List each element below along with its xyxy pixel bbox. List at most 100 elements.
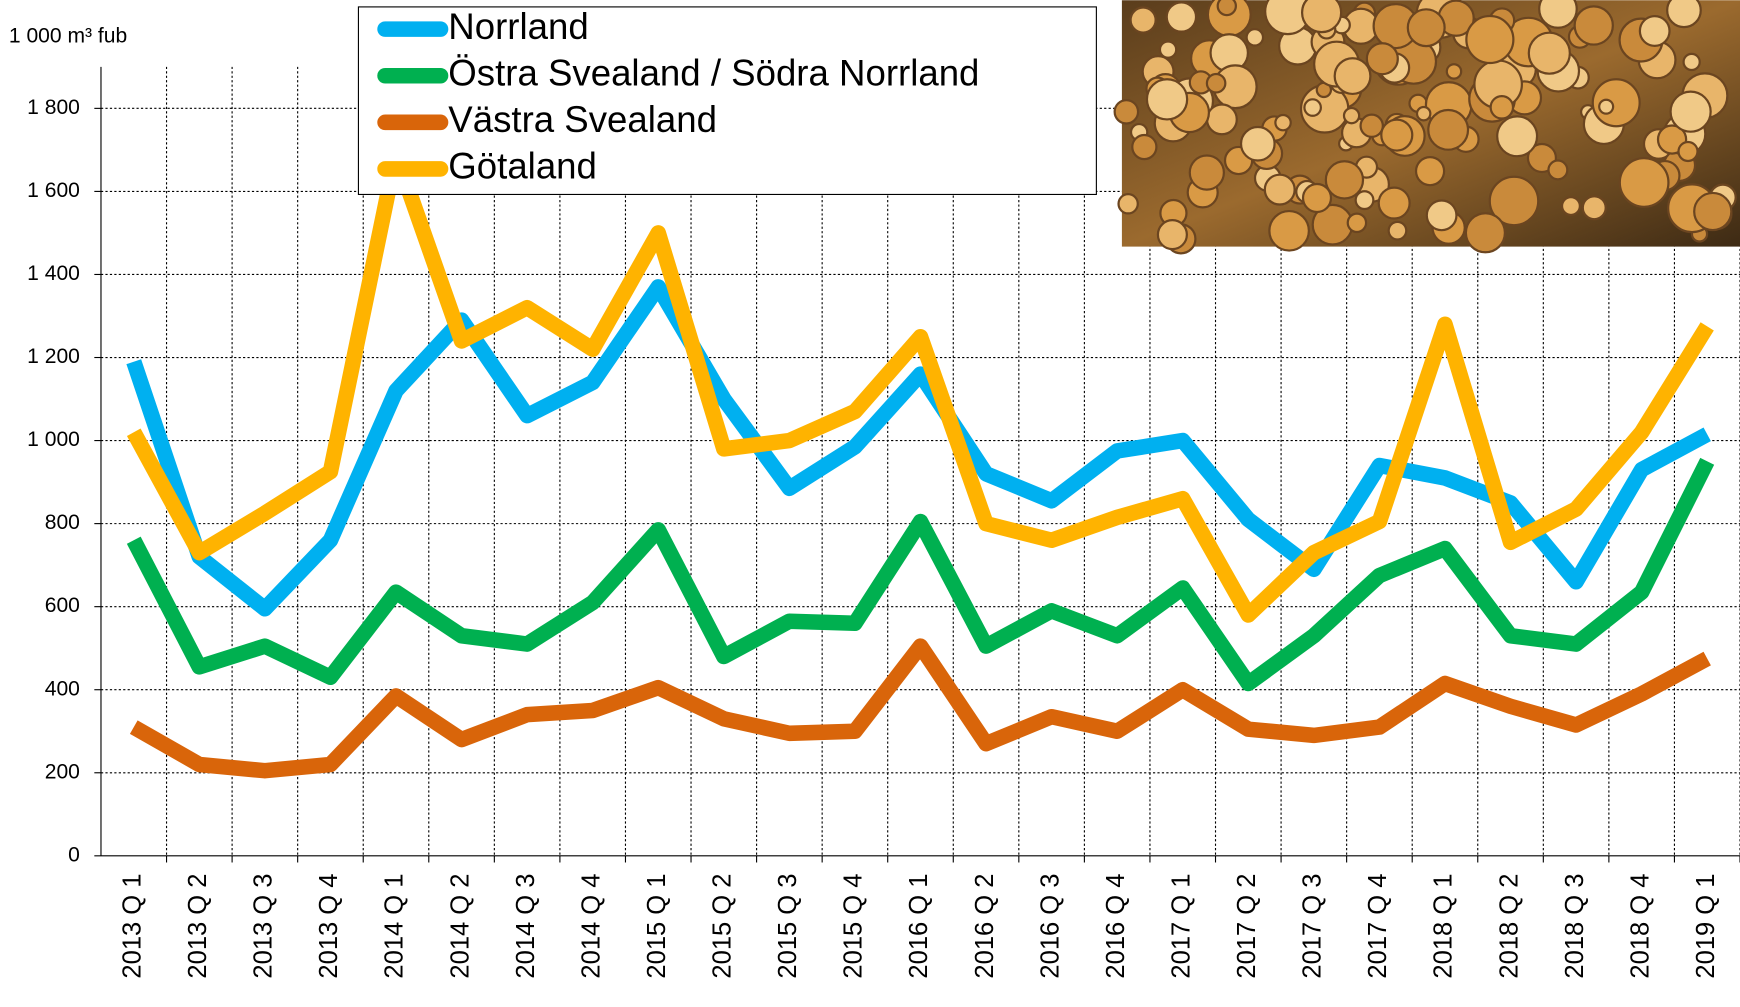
log-end <box>1129 6 1157 34</box>
log-end <box>1165 1 1198 33</box>
x-tick-label: 2013 Q 4 <box>315 874 343 979</box>
log-end <box>1464 212 1507 254</box>
log-end <box>1365 42 1399 76</box>
log-end <box>1117 193 1139 215</box>
x-tick-label: 2016 Q 1 <box>905 874 933 979</box>
log-end <box>1445 63 1463 80</box>
log-end <box>1693 191 1733 232</box>
x-tick-label: 2014 Q 1 <box>381 874 409 979</box>
log-end <box>1158 40 1178 59</box>
log-end <box>1415 105 1432 122</box>
y-tick-label: 0 <box>68 843 80 866</box>
x-tick-label: 2013 Q 2 <box>184 874 212 979</box>
x-tick-label: 2018 Q 2 <box>1495 874 1523 979</box>
log-end <box>1598 98 1615 115</box>
y-tick-label: 1 800 <box>27 96 80 119</box>
series-line <box>129 638 1711 779</box>
x-tick-label: 2019 Q 1 <box>1692 874 1720 979</box>
y-tick-label: 400 <box>45 677 80 700</box>
x-tick-label: 2014 Q 4 <box>577 874 605 979</box>
x-tick-label: 2017 Q 2 <box>1233 874 1261 979</box>
log-end <box>1573 5 1614 46</box>
x-tick-label: 2015 Q 2 <box>709 874 737 979</box>
y-tick-label: 800 <box>45 511 80 534</box>
log-end <box>1581 195 1607 221</box>
log-end <box>1245 28 1265 47</box>
log-end <box>1188 154 1225 191</box>
y-tick-label: 1 000 <box>27 428 80 451</box>
log-end <box>1131 133 1158 161</box>
log-end <box>1414 155 1446 187</box>
log-end <box>1333 57 1372 96</box>
log-end <box>1387 220 1408 241</box>
legend-label: Västra Svealand <box>448 99 717 140</box>
log-end <box>1354 190 1375 211</box>
log-end <box>1359 113 1384 138</box>
y-tick-label: 1 600 <box>27 179 80 202</box>
log-photo <box>1113 0 1740 255</box>
x-tick-label: 2016 Q 4 <box>1102 874 1130 979</box>
x-tick-label: 2015 Q 1 <box>643 874 671 979</box>
legend: Norrland Östra Svealand / Södra Norrland V… <box>357 6 1097 196</box>
log-end <box>1113 98 1140 125</box>
log-end <box>1538 0 1578 29</box>
log-end <box>1377 186 1411 220</box>
x-tick-label: 2018 Q 3 <box>1561 874 1589 979</box>
log-end <box>1380 118 1414 152</box>
log-end <box>1425 199 1458 232</box>
log-end <box>1303 98 1322 117</box>
log-end <box>1666 0 1702 29</box>
log-end <box>1156 219 1188 251</box>
x-tick-label: 2015 Q 3 <box>774 874 802 979</box>
x-tick-label: 2018 Q 1 <box>1430 874 1458 979</box>
x-tick-label: 2014 Q 3 <box>512 874 540 979</box>
log-end <box>1342 106 1361 125</box>
log-end <box>1427 108 1470 151</box>
x-tick-label: 2016 Q 2 <box>971 874 999 979</box>
log-end <box>1406 8 1446 48</box>
log-end <box>1488 175 1540 227</box>
log-end <box>1324 160 1365 200</box>
x-tick-label: 2016 Q 3 <box>1036 874 1064 979</box>
log-end <box>1300 0 1343 34</box>
log-end <box>1239 125 1276 162</box>
log-end <box>1263 173 1296 206</box>
log-end <box>1205 103 1238 136</box>
log-end <box>1346 212 1368 234</box>
log-end <box>1465 14 1515 65</box>
y-tick-label: 200 <box>45 760 80 783</box>
y-tick-label: 600 <box>45 594 80 617</box>
x-tick-label: 2013 Q 3 <box>250 874 278 979</box>
y-axis-label: 1 000 m³ fub <box>9 24 127 47</box>
x-tick-label: 2017 Q 3 <box>1299 874 1327 979</box>
y-tick-label: 1 400 <box>27 262 80 285</box>
log-end <box>1682 52 1701 72</box>
log-end <box>1677 140 1699 163</box>
log-end <box>1669 90 1712 133</box>
log-end <box>1560 195 1581 217</box>
log-end <box>1268 209 1310 252</box>
log-end <box>1301 182 1333 214</box>
x-tick-label: 2017 Q 4 <box>1364 874 1392 979</box>
legend-label: Östra Svealand / Södra Norrland <box>448 52 979 93</box>
log-end <box>1216 0 1237 17</box>
legend-label: Götaland <box>448 146 597 187</box>
x-tick-label: 2013 Q 1 <box>118 874 146 979</box>
log-end <box>1274 113 1292 132</box>
x-tick-label: 2018 Q 4 <box>1626 874 1654 979</box>
log-end <box>1489 95 1515 120</box>
log-end <box>1618 157 1670 208</box>
series-line <box>126 279 1711 617</box>
x-tick-label: 2015 Q 4 <box>840 874 868 979</box>
log-end <box>1496 115 1539 158</box>
x-tick-label: 2014 Q 2 <box>446 874 474 979</box>
x-tick-label: 2017 Q 1 <box>1167 874 1195 979</box>
y-tick-label: 1 200 <box>27 345 80 368</box>
log-end <box>1547 159 1569 181</box>
legend-label: Norrland <box>448 6 588 47</box>
log-end <box>1205 72 1227 94</box>
log-end <box>1145 78 1189 121</box>
log-end <box>1527 31 1571 75</box>
log-end <box>1638 15 1671 47</box>
